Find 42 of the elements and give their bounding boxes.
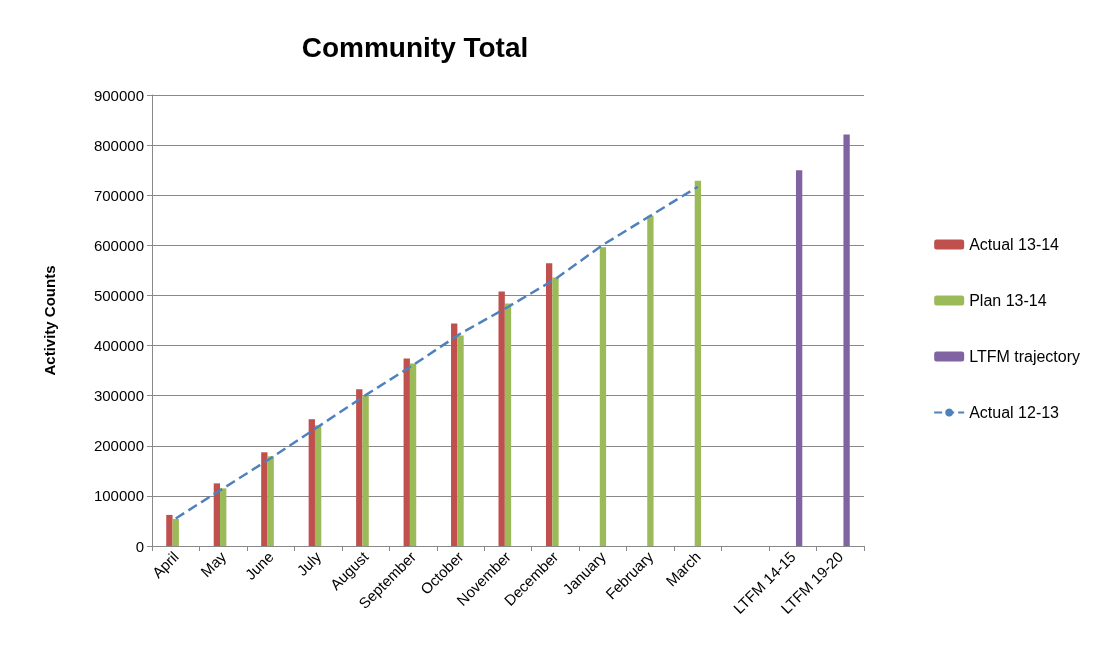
bar [220, 488, 227, 546]
y-tick-label: 700000 [93, 186, 144, 204]
bar [409, 363, 417, 546]
bar [172, 518, 179, 546]
bar [552, 277, 559, 546]
bar [451, 323, 458, 546]
bar [795, 170, 803, 546]
y-tick-label: 900000 [93, 86, 144, 104]
bar [166, 514, 173, 546]
bar [457, 335, 464, 546]
y-tick-label: 500000 [93, 286, 144, 304]
bar [694, 180, 702, 546]
x-tick-label: May [197, 547, 230, 581]
bar [545, 263, 553, 546]
y-tick-label: 200000 [93, 437, 144, 455]
bar [403, 358, 410, 546]
y-tick-label: 800000 [93, 136, 144, 154]
legend-label: LTFM trajectory [969, 348, 1080, 365]
bar [498, 291, 505, 546]
chart-title: Community Total [301, 31, 529, 63]
bar [213, 483, 221, 546]
bar [362, 395, 369, 546]
bar [599, 247, 607, 546]
legend-label: Actual 12-13 [969, 404, 1060, 421]
y-tick-label: 300000 [93, 387, 144, 405]
bar [504, 303, 512, 546]
legend-label: Actual 13-14 [969, 236, 1060, 253]
y-tick-label: 400000 [93, 337, 144, 355]
bar [314, 425, 322, 546]
bar [261, 452, 268, 546]
y-tick-label: 100000 [93, 487, 144, 505]
bar [356, 389, 363, 546]
y-axis-title: Activity Counts [41, 265, 58, 376]
line-series [174, 185, 700, 520]
legend-label: Plan 13-14 [969, 292, 1047, 309]
bar [843, 134, 850, 546]
bar [267, 456, 274, 546]
x-tick-label: July [293, 547, 325, 579]
y-tick-label: 600000 [93, 236, 144, 254]
y-tick-label: 0 [135, 537, 144, 555]
bar [647, 215, 654, 546]
bar [308, 419, 315, 546]
